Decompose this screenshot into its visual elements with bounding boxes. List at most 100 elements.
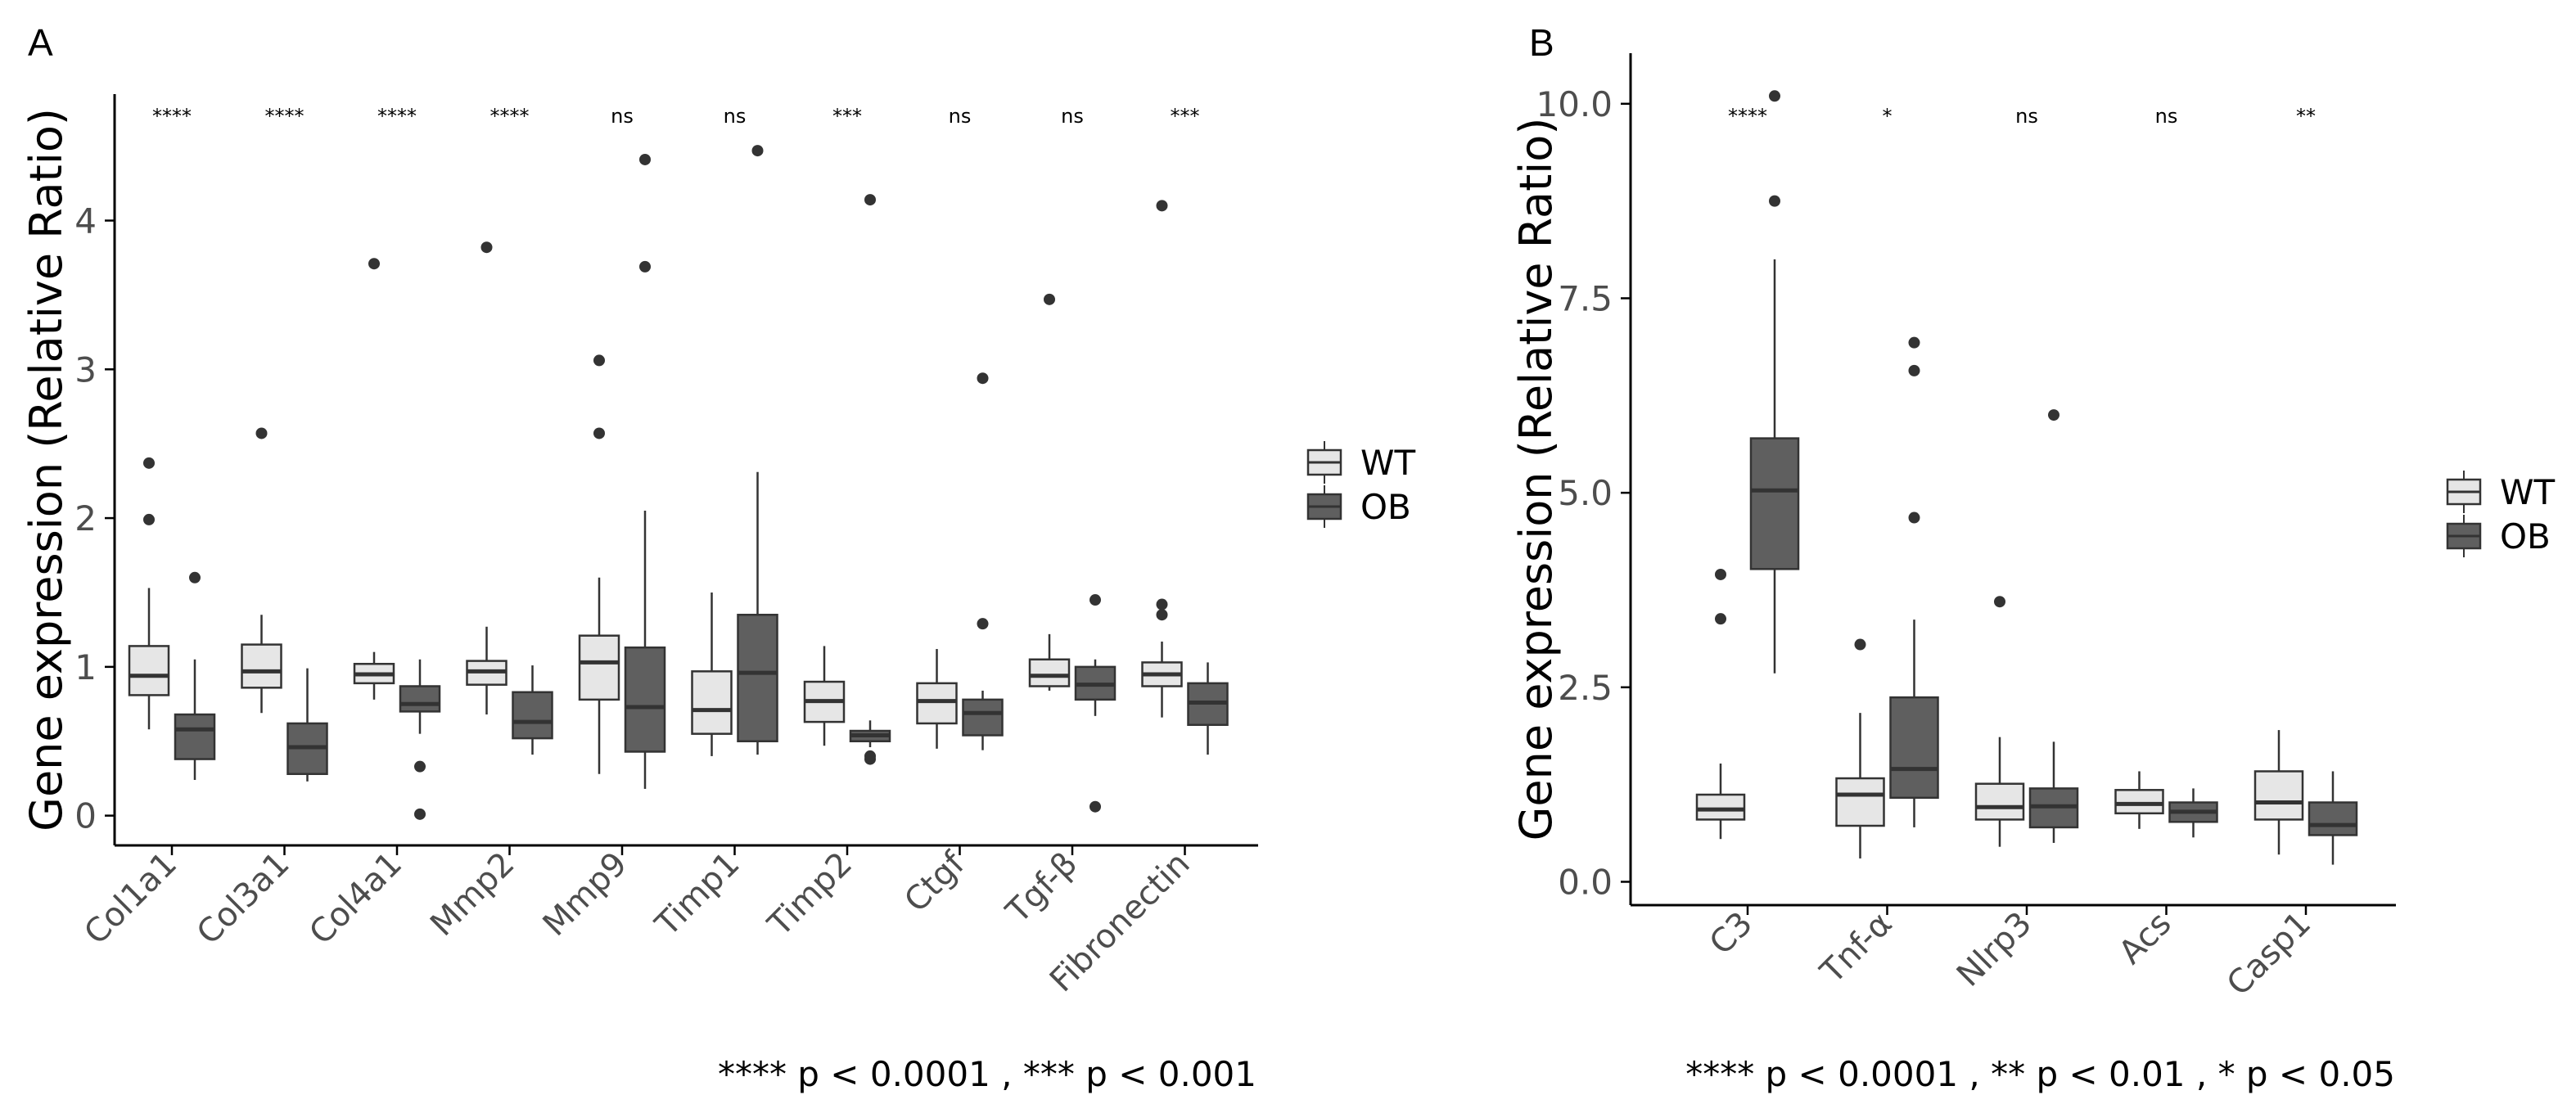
y-tick-label: 3 — [74, 349, 97, 390]
y-axis-title: Gene expression (Relative Ratio) — [1510, 118, 1562, 841]
box-wt-c3 — [1695, 568, 1746, 840]
box-body — [962, 698, 1004, 737]
box-ob-col1a1 — [174, 571, 216, 781]
outlier-point — [1089, 800, 1101, 813]
outlier-point — [639, 260, 651, 273]
y-tick-label: 7.5 — [1558, 278, 1613, 318]
x-tick-label: Casp1 — [2220, 905, 2318, 1003]
box-ob-mmp2 — [512, 665, 553, 755]
outlier-point — [2048, 409, 2059, 421]
outlier-point — [1715, 613, 1726, 625]
y-tick-label: 2 — [74, 498, 97, 538]
box-body — [578, 634, 620, 701]
outlier-point — [1908, 511, 1920, 524]
x-tick-label: Col1a1 — [77, 845, 184, 953]
box-wt-acs — [2114, 771, 2164, 829]
x-tick-label: Ctgf — [897, 845, 972, 920]
box-body — [399, 685, 441, 713]
panel-label: B — [1529, 21, 1554, 64]
outlier-point — [414, 808, 426, 820]
box-body — [128, 645, 170, 696]
y-tick-label: 1 — [74, 647, 97, 687]
x-tick-label: Nlrp3 — [1950, 905, 2039, 994]
outlier-point — [977, 372, 989, 385]
outlier-point — [1769, 195, 1780, 207]
x-tick-label: C3 — [1703, 905, 1760, 962]
y-tick-label: 5.0 — [1558, 473, 1613, 513]
outlier-point — [1156, 200, 1168, 212]
box-wt-col3a1 — [241, 427, 282, 714]
box-wt-ctgf — [916, 649, 958, 749]
significance-label: **** — [265, 105, 305, 128]
outlier-point — [255, 427, 268, 439]
x-tick-label: Acs — [2112, 905, 2179, 972]
box-body — [1028, 658, 1071, 687]
significance-footnote: **** p < 0.0001 , *** p < 0.001 — [718, 1054, 1256, 1094]
y-tick-label: 0.0 — [1558, 862, 1613, 902]
box-body — [1695, 793, 1746, 821]
box-ob-acs — [2168, 788, 2218, 838]
outlier-point — [1089, 594, 1101, 606]
significance-label: ** — [2296, 105, 2316, 128]
box-body — [1835, 777, 1885, 827]
significance-label: ns — [2155, 105, 2178, 128]
outlier-point — [1715, 568, 1726, 580]
outlier-point — [1044, 293, 1055, 305]
significance-label: **** — [490, 105, 530, 128]
box-body — [174, 713, 216, 760]
legend-entry-ob: OB — [2446, 515, 2551, 557]
panel-a: A Gene expression (Relative Ratio) 0 1 2 3 4 Co… — [20, 21, 1416, 1094]
x-tick-label: Mmp9 — [536, 845, 634, 944]
box-body — [1749, 437, 1800, 570]
box-body — [1974, 782, 2025, 821]
outlier-point — [593, 354, 605, 367]
y-tick-label: 10.0 — [1536, 84, 1613, 124]
significance-label: * — [1883, 105, 1893, 128]
outlier-point — [1769, 90, 1780, 102]
box-body — [512, 691, 553, 740]
box-wt-col1a1 — [128, 457, 170, 730]
significance-label: ns — [2015, 105, 2038, 128]
x-tick-label: Timp1 — [648, 845, 747, 944]
box-ob-timp1 — [737, 145, 778, 755]
box-body — [691, 670, 733, 735]
box-wt-tgf-β — [1028, 293, 1071, 691]
box-wt-mmp2 — [466, 241, 508, 715]
legend-entry-wt: WT — [2446, 471, 2556, 513]
box-body — [1889, 696, 1939, 800]
outlier-point — [1994, 596, 2005, 608]
significance-label: ns — [611, 105, 634, 128]
box-wt-timp1 — [691, 592, 733, 756]
outlier-point — [864, 194, 876, 206]
box-wt-nlrp3 — [1974, 596, 2025, 847]
box-ob-tgf-β — [1074, 594, 1117, 813]
outlier-point — [189, 571, 201, 584]
outlier-point — [143, 513, 155, 525]
box-ob-timp2 — [849, 194, 891, 765]
box-wt-casp1 — [2253, 730, 2304, 855]
outlier-point — [414, 760, 426, 773]
outlier-point — [1156, 609, 1168, 621]
x-tick-label: Col3a1 — [190, 845, 297, 953]
box-body — [2114, 789, 2164, 815]
box-body — [916, 682, 958, 725]
box-wt-tnf-α — [1835, 638, 1885, 858]
outlier-point — [1908, 364, 1920, 376]
box-ob-col3a1 — [286, 668, 328, 782]
box-ob-tnf-α — [1889, 336, 1939, 827]
box-body — [2253, 770, 2304, 821]
outlier-point — [751, 145, 764, 157]
box-wt-col4a1 — [353, 258, 395, 700]
legend-label: OB — [2500, 516, 2551, 556]
x-tick-label: Tgf-β — [999, 845, 1085, 931]
significance-label: **** — [152, 105, 192, 128]
significance-label: ns — [949, 105, 972, 128]
box-body — [2308, 801, 2358, 836]
legend-label: WT — [1360, 443, 1416, 483]
significance-label: **** — [1728, 105, 1767, 128]
outlier-point — [1908, 336, 1920, 349]
y-axis-title: Gene expression (Relative Ratio) — [20, 108, 72, 831]
significance-label: ns — [724, 105, 747, 128]
box-ob-casp1 — [2308, 771, 2358, 865]
